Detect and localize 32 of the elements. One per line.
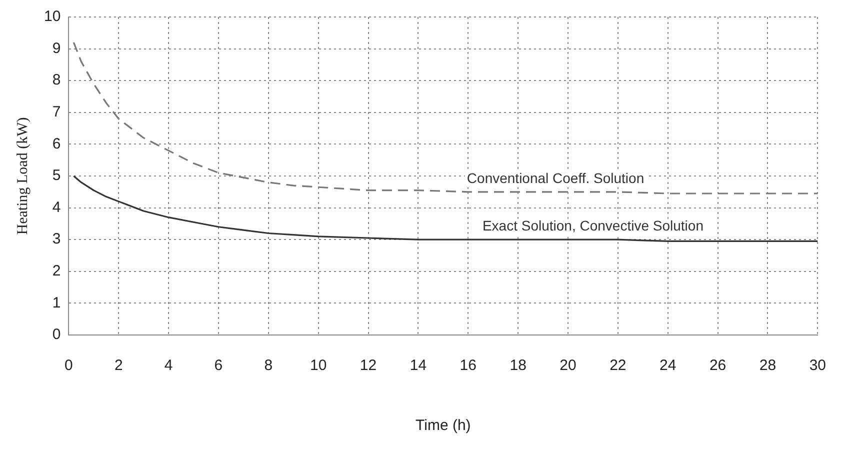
y-tick-label: 5 [52,167,61,184]
x-tick-label: 24 [660,357,676,374]
line-series [72,42,818,194]
x-tick-label: 2 [114,357,123,374]
y-tick-label: 7 [52,104,61,121]
y-tick-label: 3 [52,230,61,248]
x-tick-label: 10 [310,357,327,374]
y-axis-title: Heating Load (kW) [14,117,31,235]
x-tick-label: 12 [360,357,377,374]
x-tick-label: 26 [709,357,726,374]
x-tick-label: 30 [809,357,826,374]
y-tick-label: 6 [52,135,61,152]
x-tick-label: 14 [410,357,427,374]
annotation: Conventional Coeff. Solution [466,170,644,186]
y-tick-label: 8 [52,72,61,89]
x-tick-label: 28 [759,357,776,374]
y-tick-label: 9 [52,40,61,57]
x-tick-label: 22 [610,357,626,374]
y-tick-label: 0 [52,326,61,344]
annotation: Exact Solution, Convective Solution [482,218,704,234]
y-tick-label: 2 [52,262,61,280]
y-tick-label: 10 [44,8,61,26]
y-tick-label: 4 [52,198,61,216]
x-tick-label: 0 [64,357,73,374]
x-tick-label: 8 [264,357,273,374]
x-tick-label: 18 [510,357,526,374]
y-tick-label: 1 [52,294,61,312]
x-tick-label: 16 [460,357,476,374]
x-axis-title: Time (h) [416,417,471,434]
x-tick-label: 4 [164,357,173,374]
x-tick-label: 20 [560,357,576,374]
x-tick-label: 6 [214,357,223,374]
